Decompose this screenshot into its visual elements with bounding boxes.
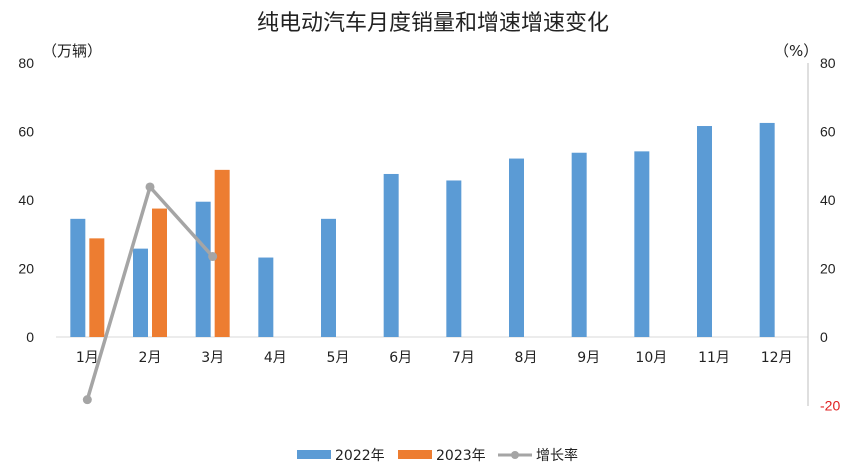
category-label: 11月 (698, 350, 730, 366)
category-label: 6月 (389, 350, 412, 366)
bar-2022年 (446, 180, 462, 337)
left-tick-label: 40 (18, 192, 34, 208)
left-tick-label: 0 (26, 329, 34, 345)
legend-label-2023: 2023年 (436, 448, 486, 464)
right-tick-label: 0 (820, 329, 828, 345)
category-label: 4月 (264, 350, 287, 366)
bar-2022年 (70, 218, 86, 337)
bar-2022年 (634, 151, 650, 337)
category-label: 8月 (515, 350, 538, 366)
category-label: 12月 (761, 350, 793, 366)
bar-2022年 (697, 126, 712, 338)
growth-point (208, 252, 218, 262)
right-tick-label: 60 (820, 124, 836, 140)
bars-group (70, 122, 775, 338)
right-tick-label: 20 (820, 261, 836, 277)
bar-2023年 (89, 238, 105, 337)
category-labels: 1月 2月 3月 4月 5月 6月 7月 8月 9月 10月 11月 12月 (76, 350, 793, 366)
bar-2022年 (321, 218, 336, 337)
legend-swatch-2023 (398, 450, 432, 459)
left-tick-label: 60 (18, 124, 34, 140)
right-tick-label: 80 (820, 55, 836, 71)
bar-2022年 (195, 201, 211, 337)
bar-2022年 (258, 257, 274, 337)
right-axis: -20 0 20 40 60 80 (820, 55, 840, 414)
legend-marker-growth (511, 451, 519, 459)
category-label: 1月 (76, 350, 99, 366)
bar-2023年 (214, 169, 230, 337)
category-label: 2月 (139, 350, 162, 366)
legend-label-growth: 增长率 (536, 447, 578, 464)
left-tick-label: 80 (18, 55, 34, 71)
category-label: 7月 (452, 350, 475, 366)
bar-2022年 (571, 152, 587, 337)
bar-2022年 (759, 122, 775, 337)
category-label: 10月 (635, 350, 667, 366)
category-label: 5月 (327, 350, 350, 366)
right-axis-unit: （%） (774, 42, 818, 60)
bar-2022年 (133, 248, 148, 337)
bar-2023年 (152, 208, 167, 337)
category-label: 3月 (201, 350, 224, 366)
left-axis: 0 20 40 60 80 (18, 55, 34, 345)
growth-line-group (82, 182, 218, 405)
right-tick-label: -20 (820, 398, 840, 414)
left-tick-label: 20 (18, 261, 34, 277)
growth-line (85, 185, 214, 401)
legend: 2022年 2023年 增长率 (297, 447, 578, 464)
left-axis-unit: （万辆） (42, 42, 102, 60)
right-tick-label: 40 (820, 192, 836, 208)
growth-point (82, 395, 92, 405)
growth-point (145, 182, 155, 192)
legend-label-2022: 2022年 (335, 448, 385, 464)
bar-2022年 (383, 173, 399, 337)
bar-2022年 (509, 158, 524, 337)
legend-swatch-2022 (297, 450, 331, 459)
category-label: 9月 (577, 350, 600, 366)
chart-title: 纯电动汽车月度销量和增速增速变化 (257, 11, 609, 36)
